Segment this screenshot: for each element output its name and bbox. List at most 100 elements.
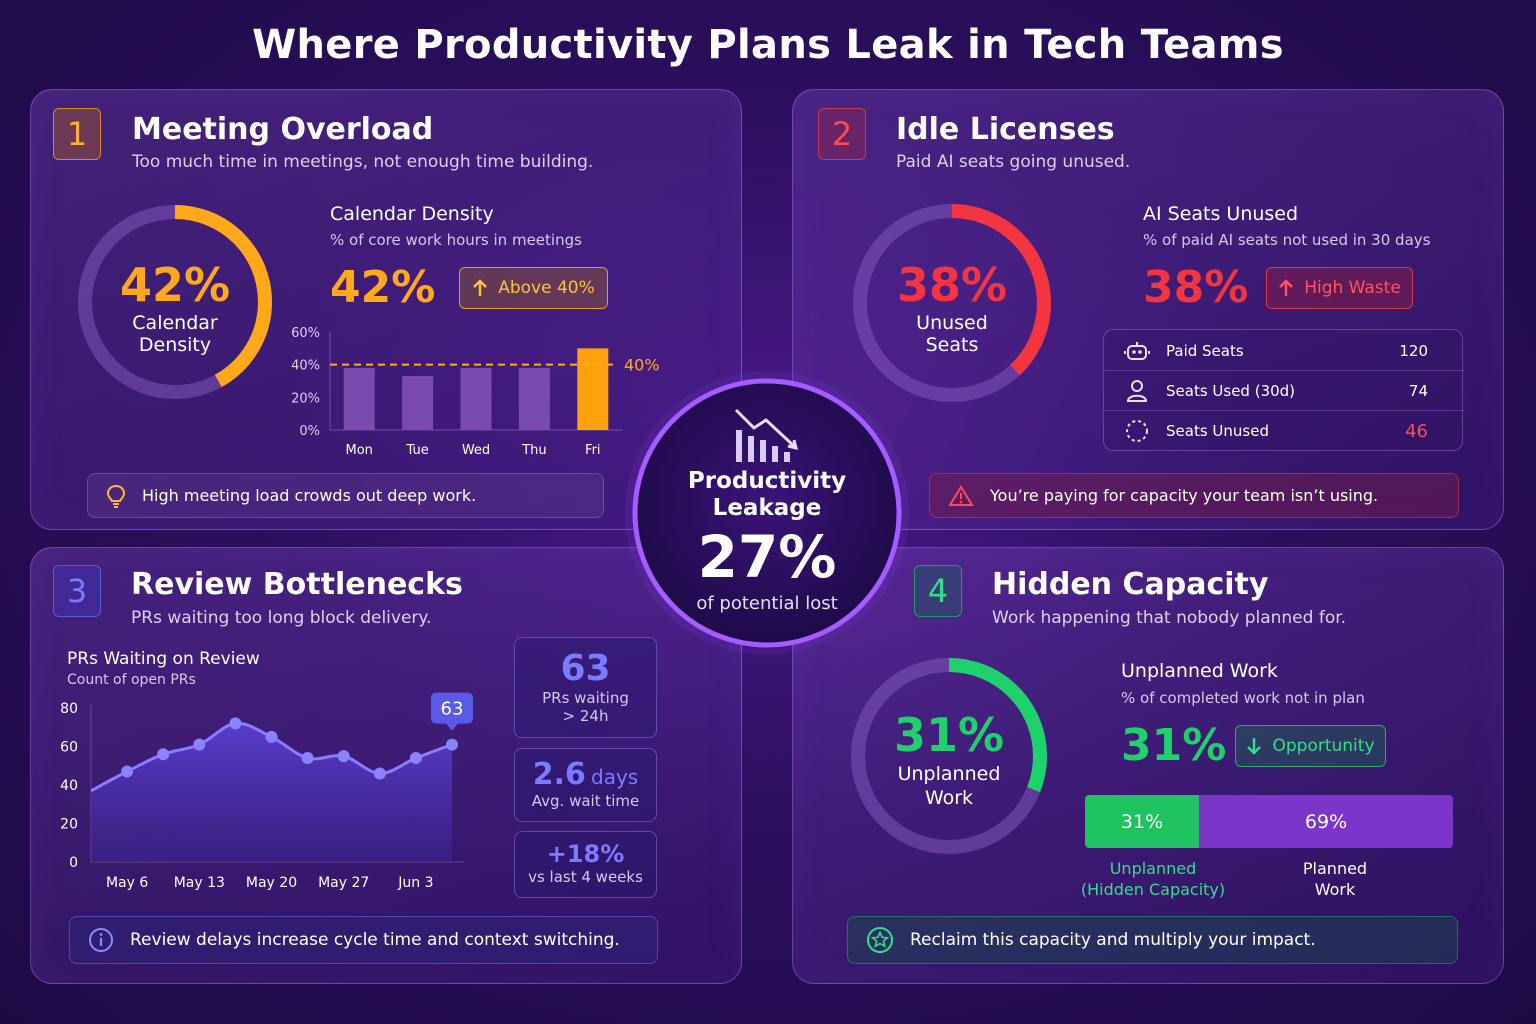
big-value: 42% <box>330 262 436 313</box>
data-point <box>265 730 278 743</box>
data-point <box>301 752 314 765</box>
x-tick-label: Thu <box>521 443 546 458</box>
panel-title: Meeting Overload <box>132 112 434 147</box>
data-point <box>446 738 458 751</box>
center-line2: Leakage <box>712 495 822 521</box>
table-row: Paid Seats 120 <box>1104 331 1464 371</box>
note-text: High meeting load crowds out deep work. <box>142 486 477 505</box>
table-row: Seats Used (30d) 74 <box>1104 371 1464 411</box>
data-point <box>121 765 134 778</box>
planned-label-line2: Work <box>1314 880 1356 899</box>
stat-label: Avg. wait time <box>531 792 640 810</box>
y-tick-label: 80 <box>60 701 78 717</box>
stat-prs-waiting: 63 PRs waiting > 24h <box>514 637 657 738</box>
y-tick-label: 40% <box>291 359 320 374</box>
panel-number-3: 3 <box>53 565 101 617</box>
panel-subtitle: Too much time in meetings, not enough ti… <box>132 152 594 172</box>
x-tick-label: Fri <box>585 443 601 458</box>
ring-progress-arc <box>851 658 1047 854</box>
callout-value: 63 <box>441 699 464 720</box>
unused-seats-ring <box>853 204 1051 402</box>
x-tick-label: May 27 <box>318 875 369 891</box>
y-tick-label: 60 <box>60 740 78 756</box>
chart-title: AI Seats Unused <box>1143 203 1299 225</box>
y-tick-label: 0% <box>299 424 320 439</box>
ring-label-line1: Unplanned <box>897 763 1001 785</box>
seats-table: Paid Seats 120 Seats Used (30d) 74 Seats… <box>1103 329 1464 451</box>
row-label: Seats Used (30d) <box>1166 381 1296 400</box>
callout-box <box>431 692 473 724</box>
planned-segment: 69% <box>1199 795 1453 848</box>
bar-thu <box>518 367 550 430</box>
center-ring <box>625 371 909 655</box>
page-title: Where Productivity Plans Leak in Tech Te… <box>252 22 1284 68</box>
chart-subtitle: % of core work hours in meetings <box>330 231 582 249</box>
threshold-label: 40% <box>624 356 660 375</box>
x-tick-label: Tue <box>405 443 428 458</box>
panel-subtitle: Paid AI seats going unused. <box>896 152 1131 172</box>
big-value: 38% <box>1143 262 1249 313</box>
arrow-down-icon <box>1246 737 1262 755</box>
chart-subtitle: % of completed work not in plan <box>1121 689 1365 707</box>
data-point <box>337 750 350 763</box>
ring-label-line1: Calendar <box>132 312 218 334</box>
opportunity-badge: Opportunity <box>1235 725 1386 767</box>
panel-title: Idle Licenses <box>896 112 1115 147</box>
area-fill <box>91 723 452 862</box>
x-tick-label: May 13 <box>174 875 225 891</box>
chart-subtitle: Count of open PRs <box>67 672 196 688</box>
center-line1: Productivity <box>687 468 847 494</box>
x-tick-label: May 6 <box>106 875 148 891</box>
unplanned-label-line2: (Hidden Capacity) <box>1080 880 1226 899</box>
badge-label: High Waste <box>1304 278 1401 298</box>
high-waste-badge: High Waste <box>1266 267 1413 309</box>
x-tick-label: Mon <box>345 443 372 458</box>
table-row: Seats Unused 46 <box>1104 411 1464 451</box>
panel-number-1: 1 <box>53 108 101 160</box>
panel-meeting-overload <box>30 89 742 530</box>
arrow-up-icon <box>472 279 488 297</box>
planned-value: 69% <box>1304 810 1348 833</box>
x-tick-label: Wed <box>462 443 490 458</box>
ring-value: 38% <box>896 258 1008 312</box>
user-icon <box>1124 379 1150 403</box>
note-text: Reclaim this capacity and multiply your … <box>910 930 1316 950</box>
chart-title: Unplanned Work <box>1121 660 1278 682</box>
stat-label-line2: > 24h <box>562 707 609 725</box>
row-label: Seats Unused <box>1166 422 1269 440</box>
panel-subtitle: PRs waiting too long block delivery. <box>131 608 432 628</box>
center-value: 27% <box>697 523 837 591</box>
stat-unit: days <box>591 765 639 789</box>
above-40-badge: Above 40% <box>459 267 608 309</box>
ring-label-line2: Seats <box>925 334 979 356</box>
meeting-note: High meeting load crowds out deep work. <box>87 473 604 518</box>
info-icon <box>88 927 114 953</box>
callout-pointer <box>446 723 458 731</box>
stat-value: +18% <box>546 840 625 868</box>
bar-mon <box>343 367 375 430</box>
capacity-split-bar: 31% 69% <box>1085 795 1453 848</box>
chart-title: PRs Waiting on Review <box>67 649 260 669</box>
row-value: 74 <box>1408 381 1428 400</box>
unplanned-value: 31% <box>1120 810 1164 833</box>
stat-value: 2.6 <box>532 757 586 792</box>
chart-subtitle: % of paid AI seats not used in 30 days <box>1143 231 1431 249</box>
ring-progress-arc <box>78 205 272 399</box>
row-value: 46 <box>1405 420 1428 442</box>
ring-value: 42% <box>119 258 231 312</box>
x-tick-label: Jun 3 <box>397 875 433 891</box>
panel-title: Hidden Capacity <box>992 567 1269 602</box>
ring-progress-arc <box>853 204 1051 402</box>
y-tick-label: 20% <box>291 391 320 406</box>
y-tick-label: 60% <box>291 326 320 341</box>
panel-idle-licenses <box>792 89 1504 530</box>
panel-hidden-capacity <box>792 547 1504 984</box>
panel-number-2: 2 <box>818 108 866 160</box>
panel-number-4: 4 <box>914 565 962 617</box>
data-point <box>157 748 170 761</box>
row-label: Paid Seats <box>1166 341 1244 360</box>
unplanned-label-line1: Unplanned <box>1109 859 1197 878</box>
data-point <box>373 767 386 780</box>
ring-value: 31% <box>893 708 1005 762</box>
data-point <box>193 738 206 751</box>
